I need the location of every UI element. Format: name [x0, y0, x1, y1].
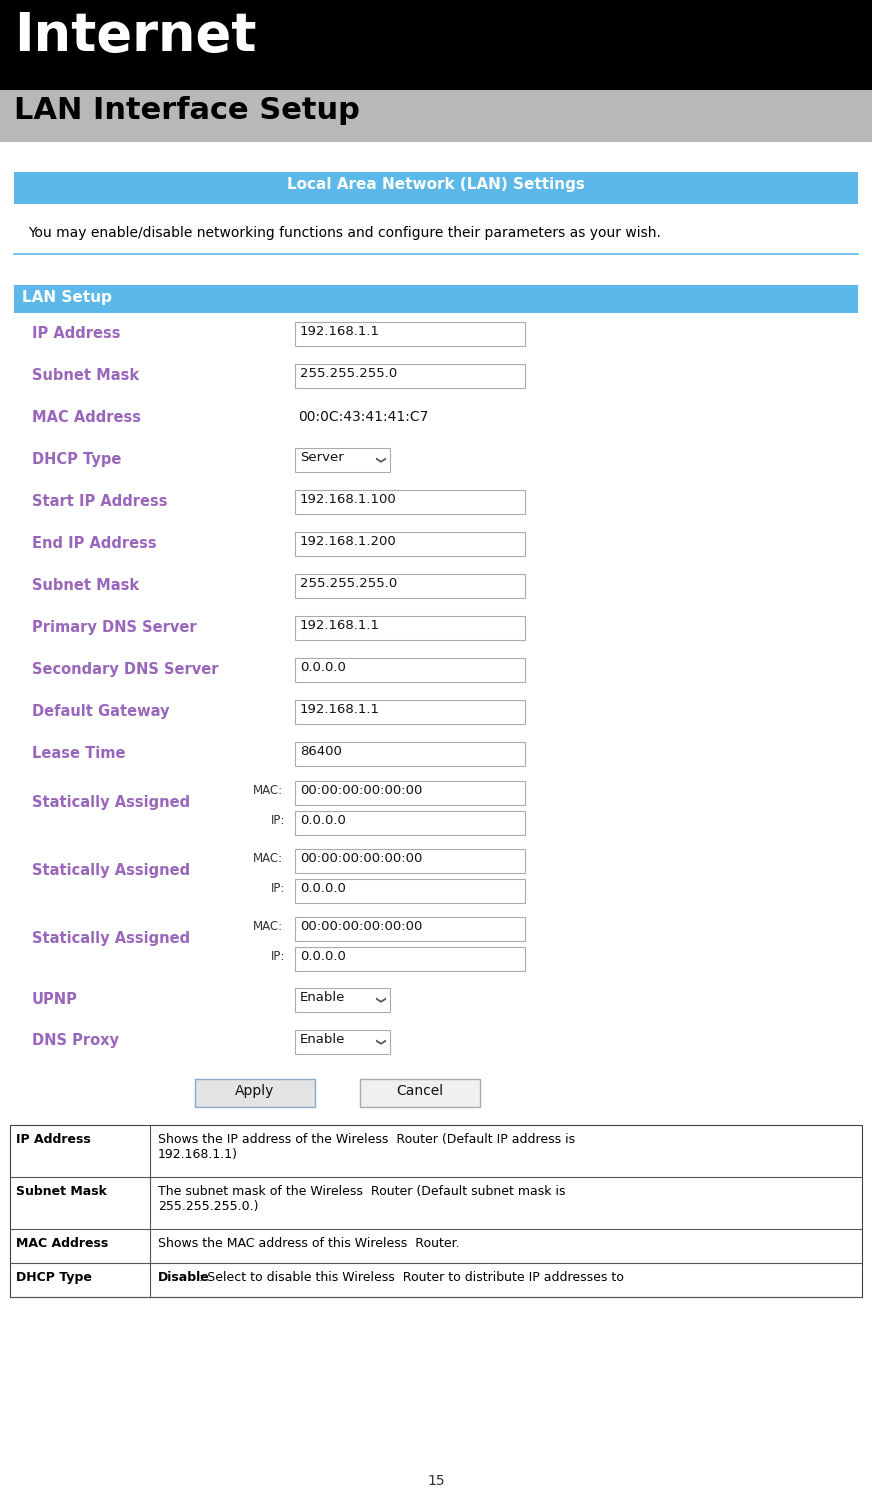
Bar [295, 742, 525, 766]
Text: 00:00:00:00:00:00: 00:00:00:00:00:00 [300, 853, 422, 865]
Bar [295, 781, 525, 805]
Bar [295, 658, 525, 682]
Text: IP:: IP: [271, 814, 285, 827]
Text: 00:00:00:00:00:00: 00:00:00:00:00:00 [300, 784, 422, 797]
Bar [0, 90, 872, 142]
Text: ❯: ❯ [374, 456, 384, 464]
Bar [295, 491, 525, 515]
Text: Apply: Apply [235, 1085, 275, 1098]
Text: 192.168.1.1: 192.168.1.1 [300, 619, 380, 631]
Bar [14, 286, 858, 313]
Text: UPNP: UPNP [32, 992, 78, 1007]
Text: IP:: IP: [271, 883, 285, 895]
Bar [295, 447, 390, 473]
Text: IP Address: IP Address [32, 326, 120, 341]
Bar [295, 1031, 390, 1055]
Text: DHCP Type: DHCP Type [32, 452, 121, 467]
Text: Subnet Mask: Subnet Mask [32, 577, 140, 592]
Text: : Select to disable this Wireless  Router to distribute IP addresses to: : Select to disable this Wireless Router… [199, 1272, 623, 1284]
Text: 192.168.1.100: 192.168.1.100 [300, 494, 397, 506]
Text: Shows the IP address of the Wireless  Router (Default IP address is
192.168.1.1): Shows the IP address of the Wireless Rou… [158, 1132, 576, 1161]
Text: 192.168.1.1: 192.168.1.1 [300, 703, 380, 717]
Text: Enable: Enable [300, 1034, 345, 1046]
Text: End IP Address: End IP Address [32, 536, 157, 551]
Bar [295, 917, 525, 941]
Bar [295, 322, 525, 346]
Text: LAN Setup: LAN Setup [22, 290, 112, 305]
Text: MAC Address: MAC Address [16, 1237, 108, 1251]
Bar [10, 1125, 862, 1297]
Bar [14, 172, 858, 203]
Text: Subnet Mask: Subnet Mask [16, 1185, 107, 1198]
Bar [295, 574, 525, 598]
Bar [295, 880, 525, 904]
Text: ❯: ❯ [374, 996, 384, 1004]
Bar [295, 850, 525, 874]
Text: The subnet mask of the Wireless  Router (Default subnet mask is
255.255.255.0.): The subnet mask of the Wireless Router (… [158, 1185, 566, 1213]
Text: Server: Server [300, 450, 344, 464]
Text: Secondary DNS Server: Secondary DNS Server [32, 661, 219, 676]
Text: Primary DNS Server: Primary DNS Server [32, 619, 196, 634]
Text: 255.255.255.0: 255.255.255.0 [300, 577, 398, 589]
Text: LAN Interface Setup: LAN Interface Setup [14, 96, 360, 126]
Text: 255.255.255.0: 255.255.255.0 [300, 367, 398, 380]
Text: Statically Assigned: Statically Assigned [32, 931, 190, 945]
Text: You may enable/disable networking functions and configure their parameters as yo: You may enable/disable networking functi… [28, 226, 661, 239]
Text: MAC:: MAC: [253, 784, 283, 797]
Bar [295, 364, 525, 387]
Text: 192.168.1.200: 192.168.1.200 [300, 536, 397, 548]
Bar [295, 616, 525, 640]
Text: DNS Proxy: DNS Proxy [32, 1034, 119, 1049]
Text: 0.0.0.0: 0.0.0.0 [300, 950, 346, 963]
Text: DHCP Type: DHCP Type [16, 1272, 92, 1284]
Bar [360, 1079, 480, 1107]
Text: Subnet Mask: Subnet Mask [32, 368, 140, 383]
Text: 0.0.0.0: 0.0.0.0 [300, 661, 346, 675]
Text: Internet: Internet [14, 10, 256, 61]
Text: Start IP Address: Start IP Address [32, 494, 167, 509]
Text: MAC:: MAC: [253, 853, 283, 865]
Text: Cancel: Cancel [397, 1085, 444, 1098]
Text: MAC:: MAC: [253, 920, 283, 934]
Text: Statically Assigned: Statically Assigned [32, 794, 190, 809]
Text: MAC Address: MAC Address [32, 410, 141, 425]
Text: 15: 15 [427, 1474, 445, 1489]
Bar [295, 533, 525, 557]
Text: Lease Time: Lease Time [32, 745, 126, 760]
Bar [195, 1079, 315, 1107]
Text: 0.0.0.0: 0.0.0.0 [300, 814, 346, 827]
Text: IP Address: IP Address [16, 1132, 91, 1146]
Text: 192.168.1.1: 192.168.1.1 [300, 325, 380, 338]
Text: IP:: IP: [271, 950, 285, 963]
Bar [295, 947, 525, 971]
Text: 00:00:00:00:00:00: 00:00:00:00:00:00 [300, 920, 422, 934]
Text: ❯: ❯ [374, 1038, 384, 1046]
Text: Shows the MAC address of this Wireless  Router.: Shows the MAC address of this Wireless R… [158, 1237, 460, 1251]
Text: 0.0.0.0: 0.0.0.0 [300, 883, 346, 895]
Bar [0, 0, 872, 90]
Bar [295, 811, 525, 835]
Bar [295, 700, 525, 724]
Text: Default Gateway: Default Gateway [32, 703, 169, 718]
Bar [295, 987, 390, 1011]
Text: Local Area Network (LAN) Settings: Local Area Network (LAN) Settings [287, 177, 585, 191]
Text: Enable: Enable [300, 990, 345, 1004]
Text: 86400: 86400 [300, 745, 342, 758]
Text: Disable: Disable [158, 1272, 210, 1284]
Text: Statically Assigned: Statically Assigned [32, 863, 190, 878]
Text: 00:0C:43:41:41:C7: 00:0C:43:41:41:C7 [298, 410, 428, 423]
